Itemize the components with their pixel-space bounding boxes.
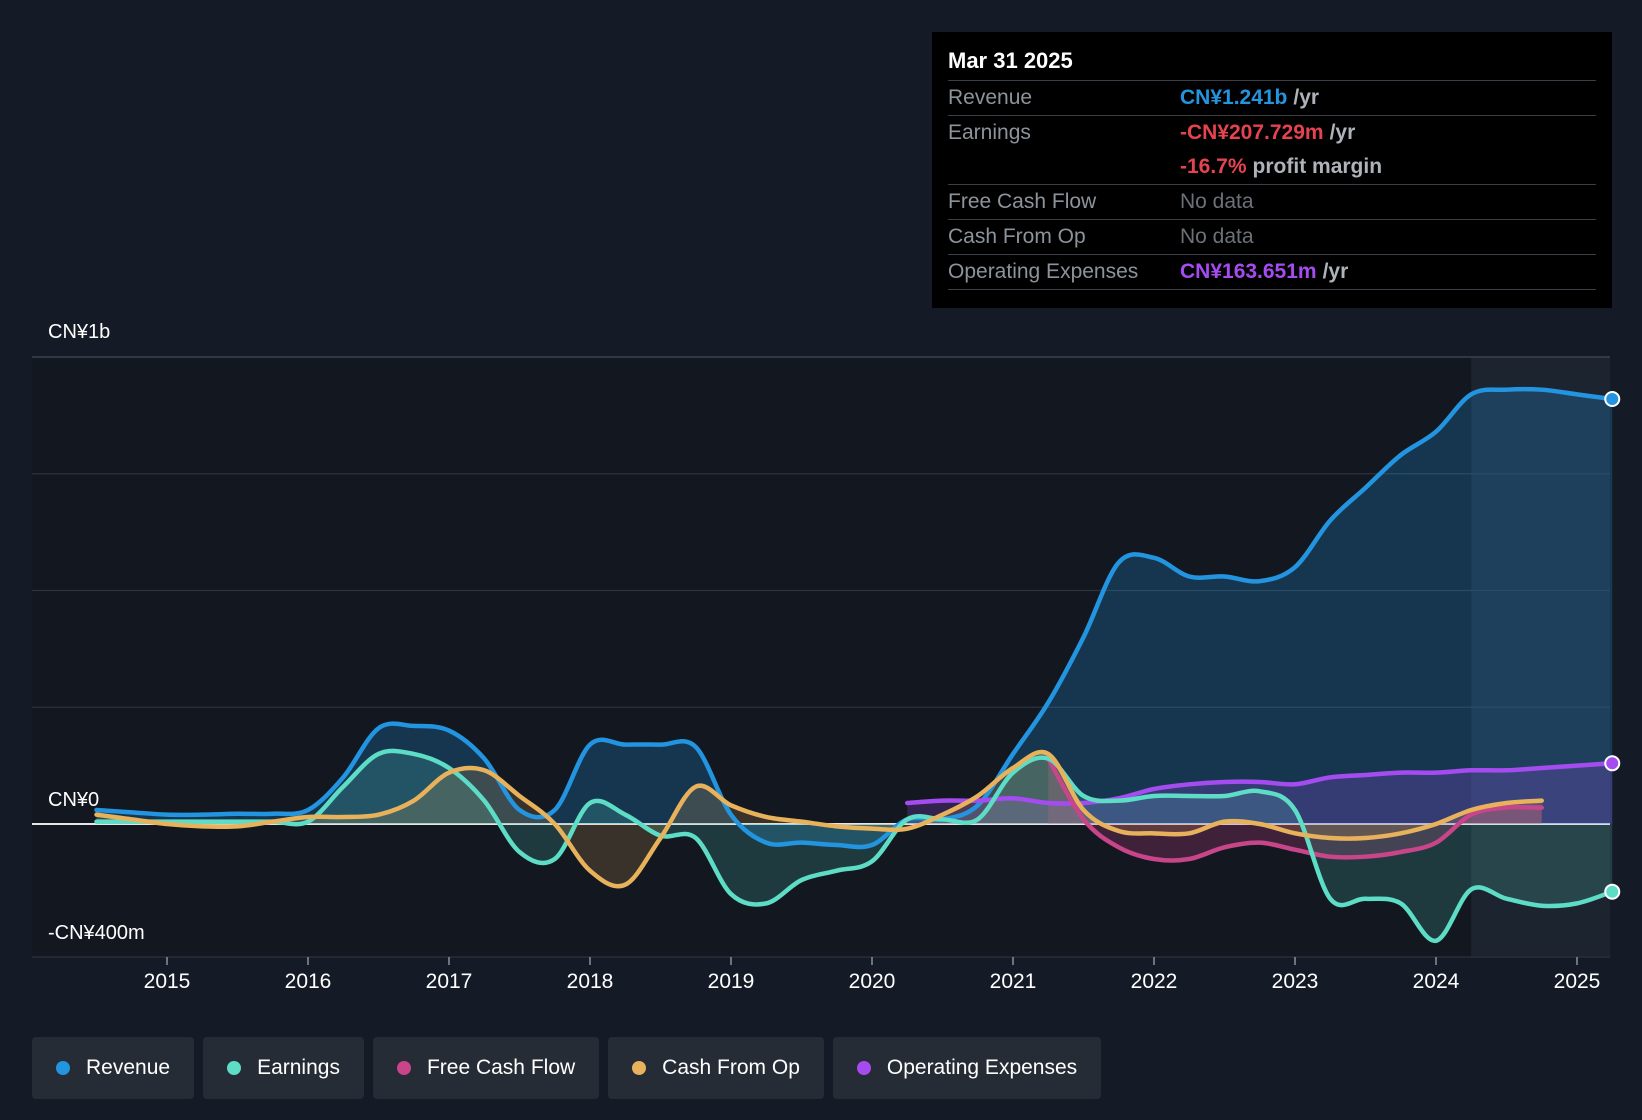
earnings-end-marker	[1604, 883, 1621, 900]
legend: Revenue Earnings Free Cash Flow Cash Fro…	[32, 1037, 1110, 1099]
legend-cfo-label: Cash From Op	[662, 1056, 800, 1079]
revenue-area	[96, 389, 1613, 848]
tooltip-fcf-label: Free Cash Flow	[948, 190, 1097, 213]
y-tick-top: CN¥1b	[48, 321, 111, 343]
cash-from-op-line	[94, 749, 1544, 889]
legend-revenue[interactable]: Revenue	[32, 1037, 195, 1099]
tooltip-revenue-unit: /yr	[1293, 86, 1320, 109]
revenue-end-marker	[1604, 391, 1621, 408]
cash-from-op-area	[96, 752, 1542, 887]
earnings-line	[94, 748, 1615, 943]
operating-expenses-line	[905, 761, 1615, 806]
tooltip-cfo-label: Cash From Op	[948, 225, 1086, 248]
x-tick-2023: 2023	[1271, 970, 1319, 993]
legend-cfo-dot	[632, 1061, 647, 1075]
tooltip-panel: Mar 31 2025 Revenue CN¥1.241b /yr Earnin…	[932, 32, 1612, 308]
legend-operating-expenses[interactable]: Operating Expenses	[832, 1037, 1102, 1099]
forecast-region	[1471, 357, 1610, 957]
revenue-line	[94, 386, 1615, 850]
tooltip-cfo-row: Cash From Op No data	[948, 220, 1596, 255]
tooltip-cfo-value: No data	[1180, 225, 1254, 248]
x-tick-2021: 2021	[989, 970, 1037, 993]
tooltip-revenue-value: CN¥1.241b	[1180, 86, 1288, 109]
tooltip-margin-row: -16.7% profit margin	[948, 150, 1596, 185]
tooltip-date: Mar 31 2025	[948, 46, 1596, 81]
legend-cash-from-op[interactable]: Cash From Op	[608, 1037, 824, 1099]
tooltip-fcf-value: No data	[1180, 190, 1254, 213]
x-tick-2022: 2022	[1130, 970, 1178, 993]
tooltip-revenue-label: Revenue	[948, 86, 1033, 109]
legend-fcf-dot	[396, 1061, 411, 1075]
y-tick-zero: CN¥0	[48, 789, 100, 811]
y-tick-bottom: -CN¥400m	[48, 922, 145, 944]
legend-earnings-dot	[227, 1061, 242, 1075]
tooltip-opex-label: Operating Expenses	[948, 260, 1139, 283]
operating-expenses-end-marker	[1604, 755, 1621, 772]
free-cash-flow-line	[1046, 756, 1544, 863]
legend-opex-dot	[856, 1061, 871, 1075]
x-tick-2024: 2024	[1412, 970, 1460, 993]
tooltip-revenue-row: Revenue CN¥1.241b /yr	[948, 81, 1596, 116]
tooltip-opex-value: CN¥163.651m	[1180, 260, 1317, 283]
legend-free-cash-flow[interactable]: Free Cash Flow	[372, 1037, 600, 1099]
x-tick-2015: 2015	[143, 970, 191, 993]
x-tick-2025: 2025	[1553, 970, 1601, 993]
legend-fcf-label: Free Cash Flow	[426, 1056, 576, 1079]
legend-opex-label: Operating Expenses	[886, 1056, 1078, 1079]
x-tick-2016: 2016	[284, 970, 332, 993]
legend-revenue-dot	[56, 1061, 70, 1075]
tooltip-earnings-value: -CN¥207.729m	[1180, 121, 1324, 144]
legend-earnings-label: Earnings	[257, 1056, 340, 1079]
tooltip-margin-unit: profit margin	[1252, 155, 1383, 178]
tooltip-earnings-row: Earnings -CN¥207.729m /yr	[948, 116, 1596, 150]
tooltip-opex-row: Operating Expenses CN¥163.651m /yr	[948, 255, 1596, 290]
tooltip-earnings-unit: /yr	[1329, 121, 1356, 144]
tooltip-opex-unit: /yr	[1322, 260, 1349, 283]
tooltip-fcf-row: Free Cash Flow No data	[948, 185, 1596, 220]
tooltip-earnings-label: Earnings	[948, 121, 1031, 144]
legend-earnings[interactable]: Earnings	[203, 1037, 364, 1099]
x-tick-2020: 2020	[848, 970, 896, 993]
legend-revenue-label: Revenue	[86, 1056, 171, 1079]
tooltip-margin-value: -16.7%	[1180, 155, 1247, 178]
x-tick-2018: 2018	[566, 970, 614, 993]
x-tick-2019: 2019	[707, 970, 755, 993]
x-tick-2017: 2017	[425, 970, 473, 993]
